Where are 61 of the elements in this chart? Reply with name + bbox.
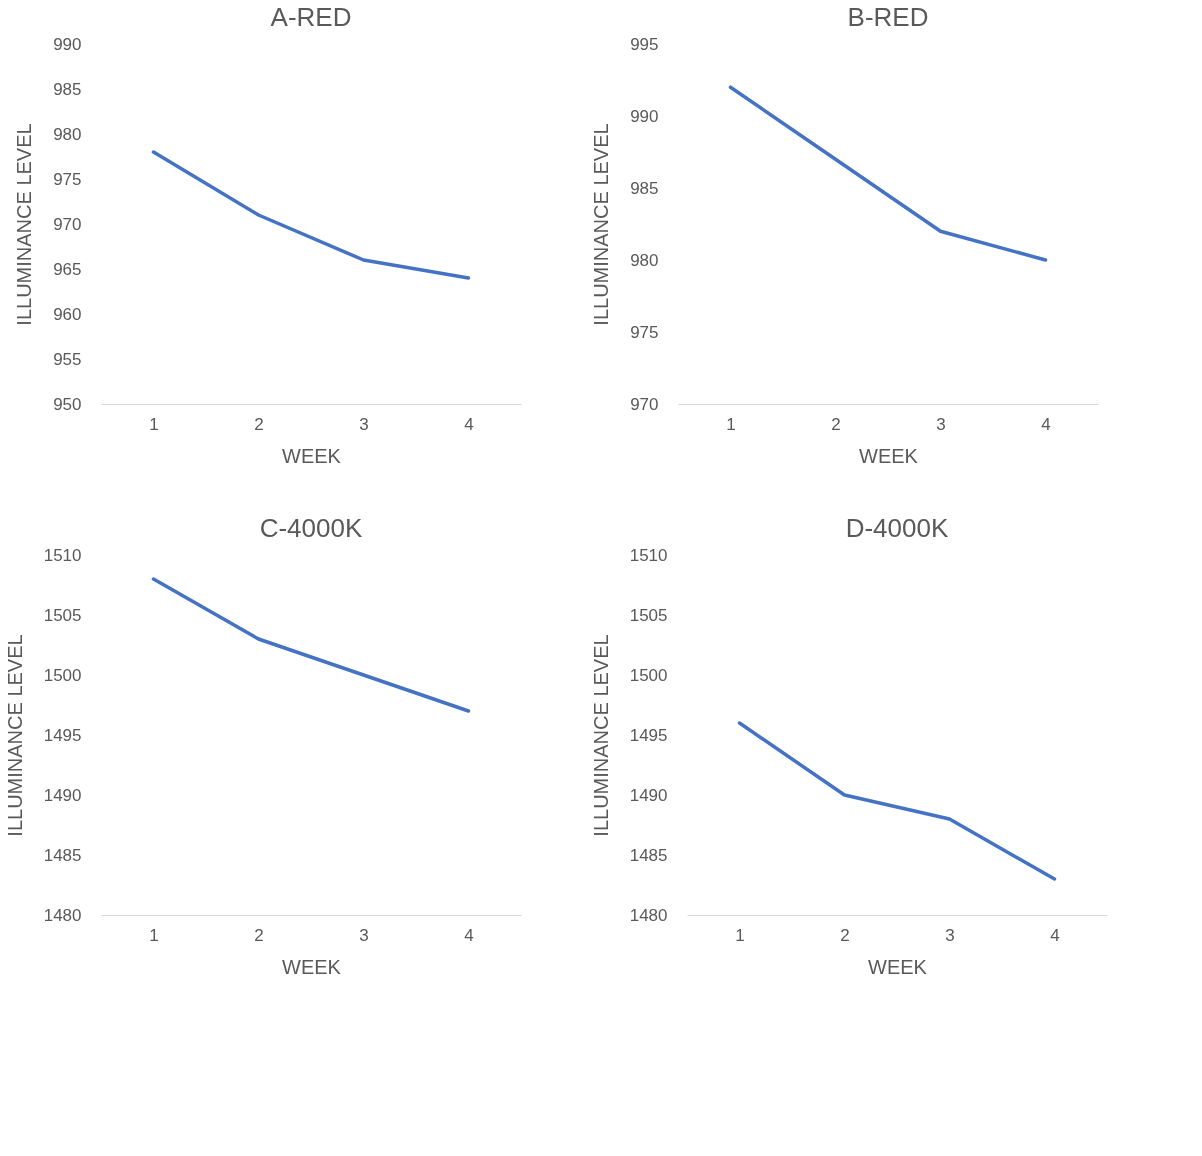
y-tick-label: 1490 [43, 785, 82, 805]
x-axis-title: WEEK [282, 955, 342, 978]
x-tick-label: 3 [945, 925, 955, 945]
x-tick-label: 3 [359, 925, 369, 945]
x-tick-label: 1 [149, 414, 159, 434]
y-tick-label: 1480 [43, 905, 82, 925]
x-tick-label: 4 [1041, 414, 1051, 434]
y-tick-label: 975 [630, 322, 659, 342]
x-tick-label: 2 [254, 925, 264, 945]
chart-title: A-RED [270, 2, 352, 32]
y-tick-label: 980 [53, 124, 82, 144]
y-tick-label: 985 [53, 79, 82, 99]
y-axis-title: ILLUMINANCE LEVEL [589, 634, 612, 837]
y-tick-label: 1485 [43, 845, 82, 865]
x-tick-label: 1 [726, 414, 736, 434]
x-axis-title: WEEK [868, 955, 928, 978]
chart-title: B-RED [847, 2, 929, 32]
y-tick-label: 1490 [629, 785, 668, 805]
x-tick-label: 2 [831, 414, 841, 434]
y-tick-label: 970 [53, 214, 82, 234]
y-axis-title: ILLUMINANCE LEVEL [590, 123, 613, 326]
y-tick-label: 1505 [43, 605, 82, 625]
x-tick-label: 1 [149, 925, 159, 945]
y-tick-label: 1510 [43, 545, 82, 565]
y-tick-label: 990 [630, 106, 659, 126]
y-tick-label: 1500 [629, 665, 668, 685]
line-series [151, 150, 471, 280]
y-tick-label: 965 [53, 259, 82, 279]
chart-title: C-4000K [259, 513, 363, 543]
y-tick-label: 960 [53, 304, 82, 324]
line-series [728, 85, 1048, 262]
y-axis-title: ILLUMINANCE LEVEL [3, 634, 26, 837]
x-tick-label: 3 [936, 414, 946, 434]
x-tick-label: 4 [1050, 925, 1060, 945]
x-tick-label: 1 [735, 925, 745, 945]
y-tick-label: 955 [53, 349, 82, 369]
y-tick-label: 975 [53, 169, 82, 189]
line-series [737, 721, 1057, 881]
y-tick-label: 1480 [629, 905, 668, 925]
x-tick-label: 2 [840, 925, 850, 945]
x-tick-label: 4 [464, 925, 474, 945]
x-axis-title: WEEK [859, 444, 919, 467]
y-tick-label: 970 [630, 394, 659, 414]
chart-title: D-4000K [845, 513, 949, 543]
y-tick-label: 1505 [629, 605, 668, 625]
y-tick-label: 1510 [629, 545, 668, 565]
line-series [151, 577, 471, 713]
y-axis-title: ILLUMINANCE LEVEL [13, 123, 36, 326]
x-tick-label: 2 [254, 414, 264, 434]
y-tick-label: 990 [53, 34, 82, 54]
y-tick-label: 980 [630, 250, 659, 270]
x-tick-label: 3 [359, 414, 369, 434]
y-tick-label: 985 [630, 178, 659, 198]
y-tick-label: 995 [630, 34, 659, 54]
y-tick-label: 950 [53, 394, 82, 414]
y-tick-label: 1495 [43, 725, 82, 745]
x-axis-title: WEEK [282, 444, 342, 467]
y-tick-label: 1500 [43, 665, 82, 685]
y-tick-label: 1495 [629, 725, 668, 745]
x-tick-label: 4 [464, 414, 474, 434]
y-tick-label: 1485 [629, 845, 668, 865]
